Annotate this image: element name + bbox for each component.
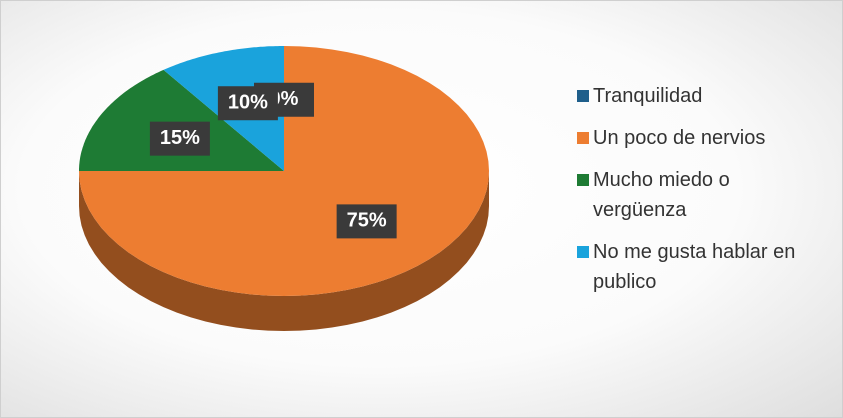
data-label: 10% [228, 92, 268, 114]
legend-item: Tranquilidad [577, 81, 817, 111]
data-label-box [336, 204, 397, 239]
legend-swatch [577, 174, 589, 186]
pie-side [79, 171, 489, 331]
legend-label: No me gusta hablar en publico [593, 241, 796, 293]
data-label: 15% [160, 127, 200, 149]
data-label-box [217, 86, 278, 121]
legend-label: Tranquilidad [593, 85, 703, 107]
legend-swatch [577, 246, 589, 258]
legend-item: Un poco de nervios [577, 123, 817, 153]
legend-swatch [577, 90, 589, 102]
data-label-box [149, 121, 210, 156]
legend-item: Mucho miedo o vergüenza [577, 165, 817, 225]
legend-swatch [577, 132, 589, 144]
pie-slice [79, 69, 284, 171]
legend-item: No me gusta hablar en publico [577, 237, 817, 297]
data-label: 75% [347, 210, 387, 232]
legend-label: Un poco de nervios [593, 127, 766, 149]
legend-label: Mucho miedo o vergüenza [593, 169, 730, 221]
legend: Tranquilidad Un poco de nervios Mucho mied… [577, 81, 817, 309]
